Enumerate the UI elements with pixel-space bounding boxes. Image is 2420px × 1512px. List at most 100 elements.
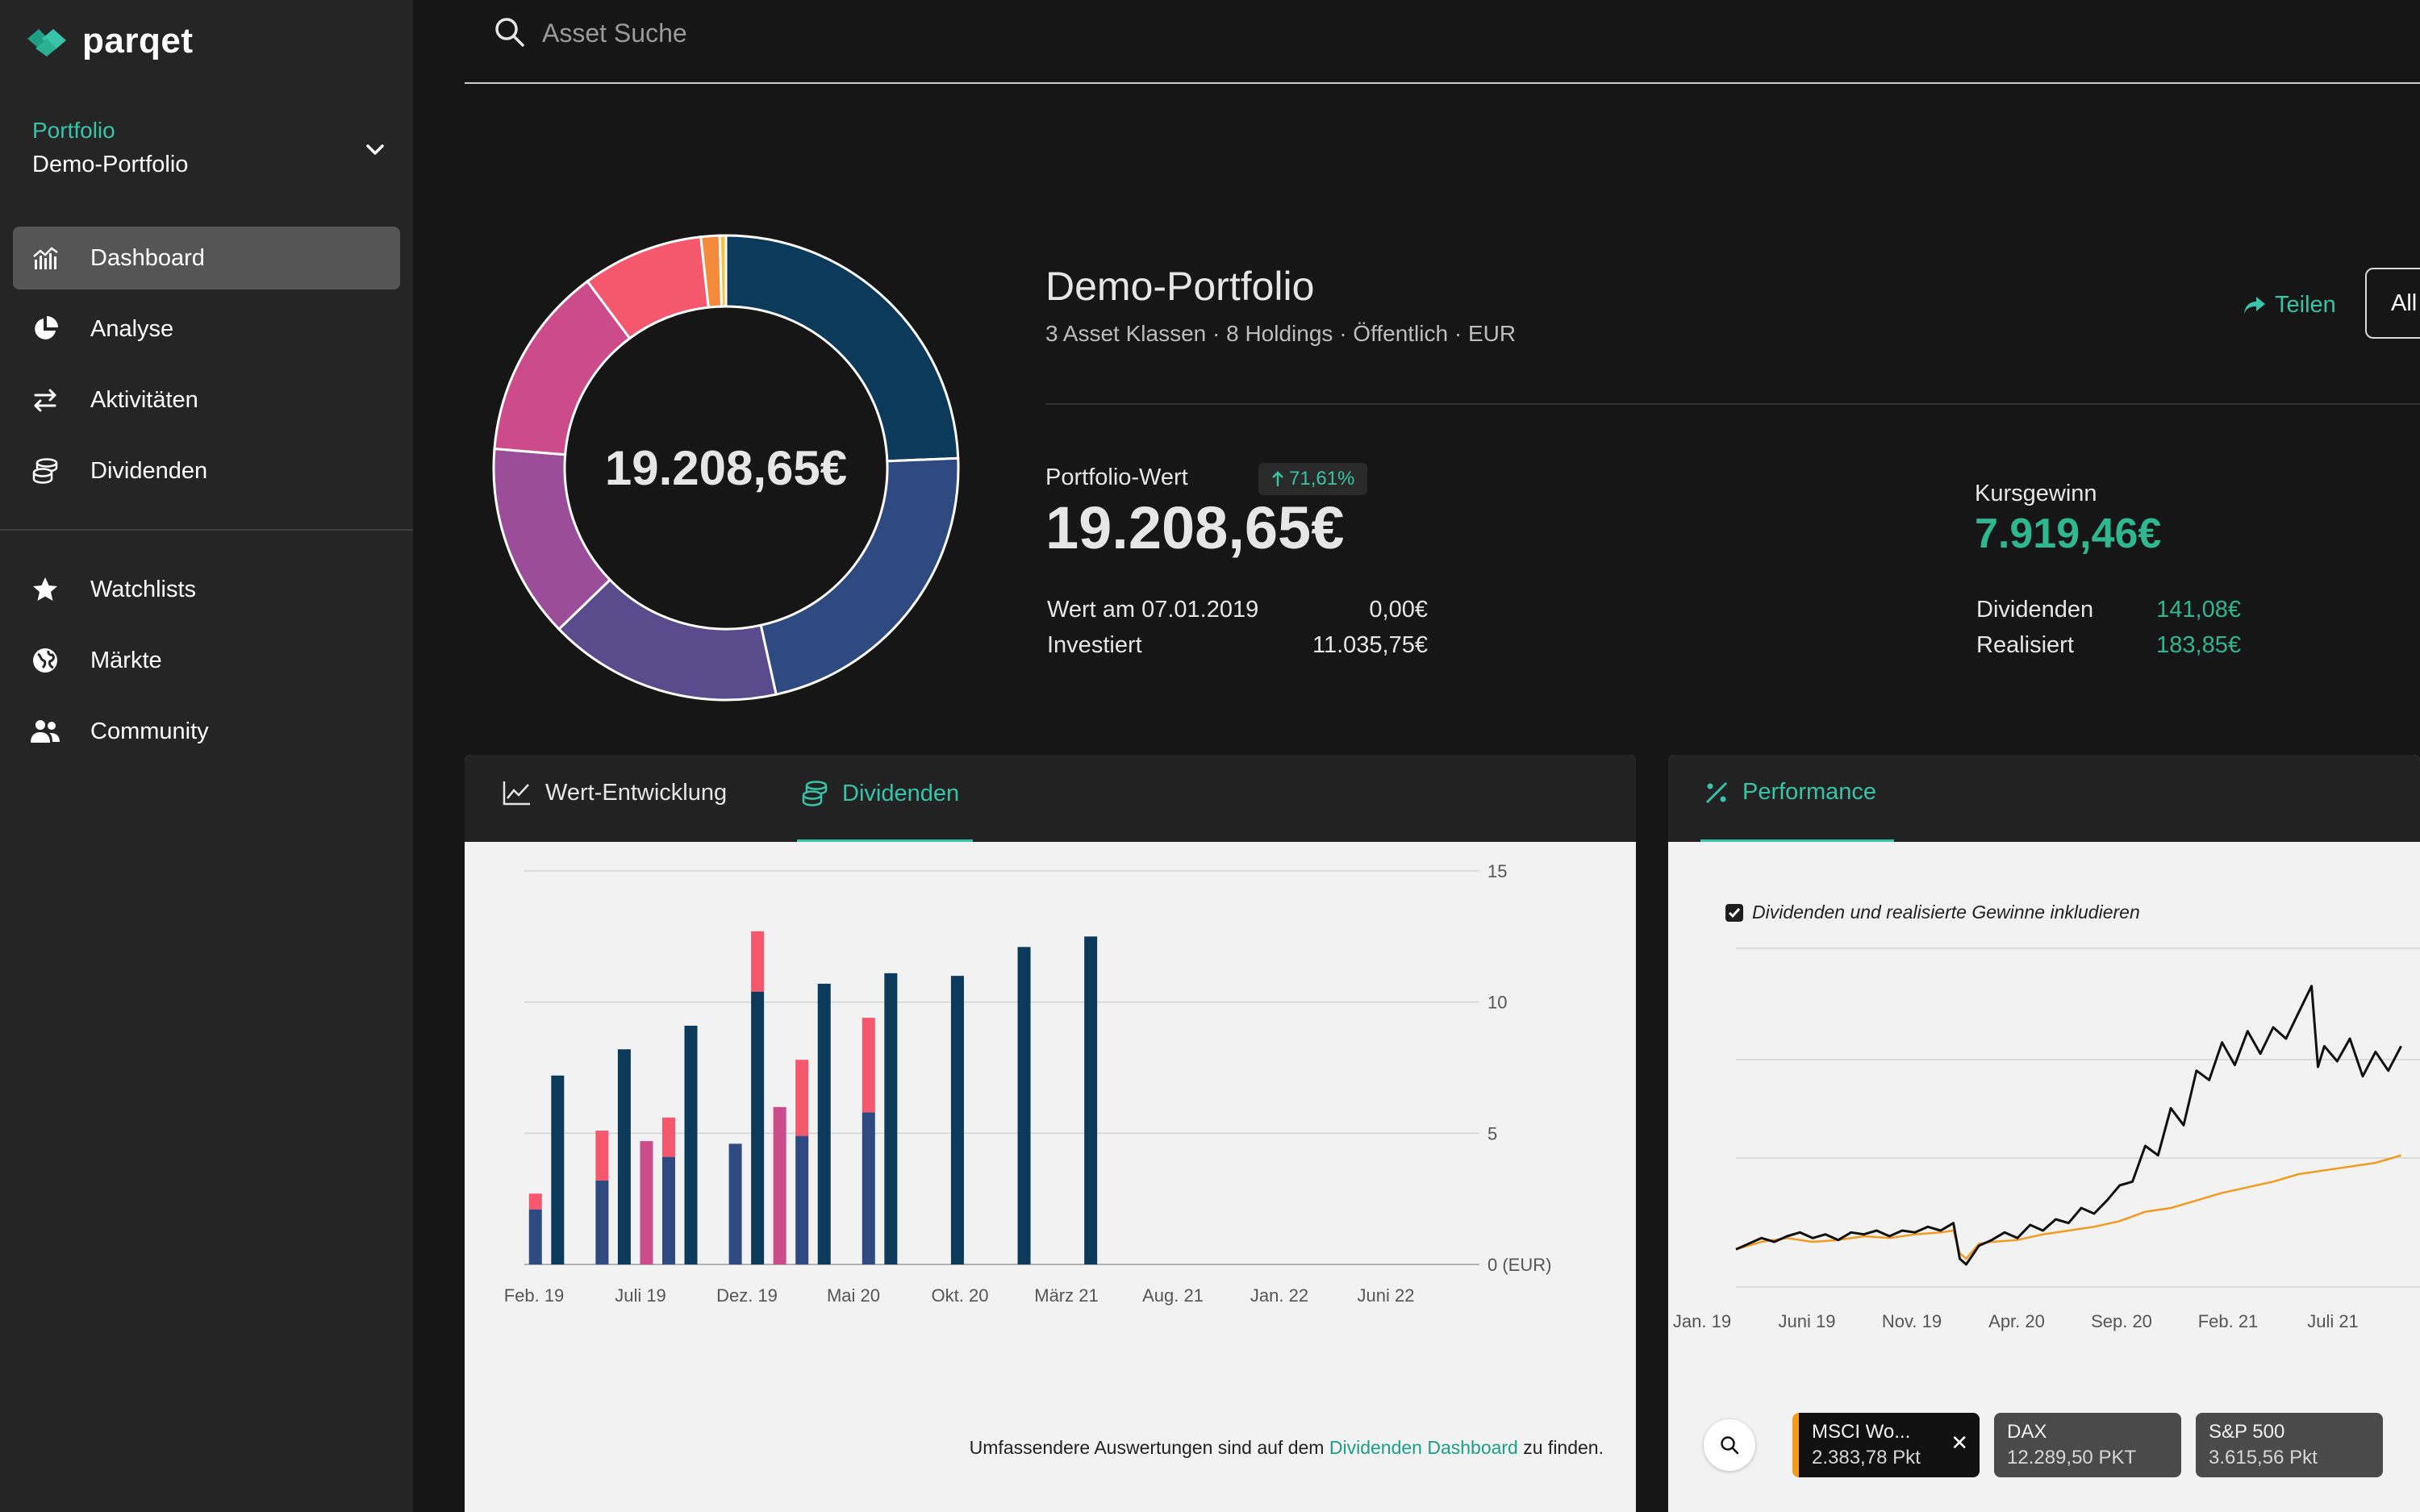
nav-label: Dashboard [90,245,205,272]
x-tick-label: Jan. 19 [1673,1311,1731,1331]
portfolio-name: Demo-Portfolio [32,152,387,178]
summary-divider [1045,403,2420,405]
performance-line-chart: Jan. 19 Juni 19 Nov. 19 Apr. 20 Sep. 20 Feb. … [1668,940,2420,1392]
portfolio-label: Portfolio [32,118,387,144]
start-value-label: Wert am 07.01.2019 [1047,597,1258,623]
all-button[interactable]: All [2365,268,2420,339]
nav-item-watchlists[interactable]: Watchlists [13,558,400,621]
star-icon [13,575,77,604]
portfolio-value-label: Portfolio-Wert [1045,464,1188,491]
bar-segment [1084,936,1097,1264]
change-badge: 71,61% [1258,463,1367,495]
checkbox-label: Dividenden und realisierte Gewinne inklu… [1752,902,2140,923]
realized-value: 183,85€ [2156,632,2241,659]
share-button[interactable]: Teilen [2243,292,2336,319]
x-tick-label: Jan. 22 [1250,1285,1308,1306]
bar-segment [685,1026,698,1264]
secondary-nav: Watchlists Märkte Community [13,558,400,771]
pie-chart-icon [13,314,77,344]
dividends-bar-chart: 0 (EUR) 5 10 15 Feb. 19 Juli 19 Dez. 19 Mai 20 O… [465,842,1636,1406]
checkbox-checked-icon[interactable] [1725,903,1744,923]
card-tabs: Performance [1668,755,2420,842]
bar-segment [884,973,897,1264]
nav-divider [0,529,413,531]
tab-wert-entwicklung[interactable]: Wert-Entwicklung [502,779,727,806]
chip-value: 12.289,50 PKT [2007,1447,2168,1469]
change-value: 71,61% [1289,468,1354,490]
nav-item-analyse[interactable]: Analyse [13,298,400,360]
chip-name: MSCI Wo... [1812,1421,1967,1443]
parqet-logo-icon [24,24,69,58]
portfolio-meta: 3 Asset Klassen · 8 Holdings · Öffentlic… [1045,321,1516,347]
bar-segment [774,1107,786,1264]
bar-segment [795,1060,808,1135]
nav-label: Dividenden [90,458,207,485]
chevron-down-icon [363,137,387,161]
kursgewinn-label: Kursgewinn [1975,481,2097,507]
asset-search-input[interactable] [542,11,1268,55]
x-tick-label: Mai 20 [827,1285,880,1306]
nav-item-community[interactable]: Community [13,700,400,763]
nav-label: Analyse [90,316,173,343]
portfolio-selector[interactable]: Portfolio Demo-Portfolio [32,118,387,182]
coin-stack-icon [800,779,829,808]
bar-segment [640,1141,653,1264]
bar-segment [551,1076,564,1264]
y-tick-label: 15 [1487,861,1507,881]
dividends-label: Dividenden [1976,597,2093,623]
tab-performance[interactable]: Performance [1704,779,1876,806]
footnote-text-post: zu finden. [1523,1437,1604,1458]
nav-item-dividenden[interactable]: Dividenden [13,439,400,502]
series-line-msci-world [1736,1156,2401,1259]
bar-segment [662,1157,675,1264]
search-icon [1719,1435,1740,1456]
include-dividends-checkbox[interactable]: Dividenden und realisierte Gewinne inklu… [1725,902,2140,923]
close-icon[interactable]: ✕ [1951,1431,1968,1456]
y-tick-label: 0 (EUR) [1487,1255,1551,1275]
allocation-donut: 19.208,65€ [484,226,968,710]
nav-item-dashboard[interactable]: Dashboard [13,227,400,289]
x-tick-label: Juli 19 [615,1285,666,1306]
x-tick-label: Juli 21 [2307,1311,2359,1331]
bar-segment [529,1210,542,1264]
invested-value: 11.035,75€ [1312,632,1428,659]
chip-value: 2.383,78 Pkt [1812,1447,1967,1469]
dashboard-chart-icon [13,244,77,273]
index-search-button[interactable] [1704,1419,1755,1471]
nav-item-aktivitaeten[interactable]: Aktivitäten [13,369,400,431]
x-tick-label: Apr. 20 [1988,1311,2045,1331]
percent-icon [1704,780,1729,806]
index-chip-msci-world[interactable]: MSCI Wo... 2.383,78 Pkt ✕ [1792,1413,1980,1477]
bar-segment [595,1181,608,1264]
index-selector: MSCI Wo... 2.383,78 Pkt ✕ DAX 12.289,50 … [1704,1413,2383,1477]
share-label: Teilen [2275,292,2336,319]
y-tick-label: 5 [1487,1123,1497,1143]
index-chip-sp500[interactable]: S&P 500 3.615,56 Pkt [2196,1413,2383,1477]
bar-segment [529,1193,542,1210]
index-chip-dax[interactable]: DAX 12.289,50 PKT [1994,1413,2181,1477]
x-tick-label: Okt. 20 [932,1285,989,1306]
line-chart-icon [502,779,532,806]
y-tick-label: 10 [1487,993,1507,1013]
arrow-up-icon [1271,470,1284,488]
performance-card: Performance Dividenden und realisierte G… [1668,755,2420,1512]
asset-search-bar [465,0,2420,84]
footnote-text-pre: Umfassendere Auswertungen sind auf dem [970,1437,1325,1458]
x-tick-label: Juni 19 [1779,1311,1836,1331]
bar-segment [795,1136,808,1264]
app-logo[interactable]: parqet [24,21,193,61]
tab-dividenden[interactable]: Dividenden [800,779,959,808]
x-tick-label: März 21 [1034,1285,1098,1306]
tab-label: Performance [1742,779,1876,806]
sidebar: parqet Portfolio Demo-Portfolio Dashboar… [0,0,413,1512]
nav-label: Community [90,719,209,745]
portfolio-title: Demo-Portfolio [1045,263,1314,310]
chip-value: 3.615,56 Pkt [2209,1447,2370,1469]
realized-label: Realisiert [1976,632,2074,659]
nav-item-maerkte[interactable]: Märkte [13,629,400,692]
bar-segment [862,1112,875,1264]
donut-center-value: 19.208,65€ [484,226,968,710]
start-value: 0,00€ [1369,597,1428,623]
chip-name: S&P 500 [2209,1421,2370,1443]
dividends-dashboard-link[interactable]: Dividenden Dashboard [1329,1437,1518,1458]
